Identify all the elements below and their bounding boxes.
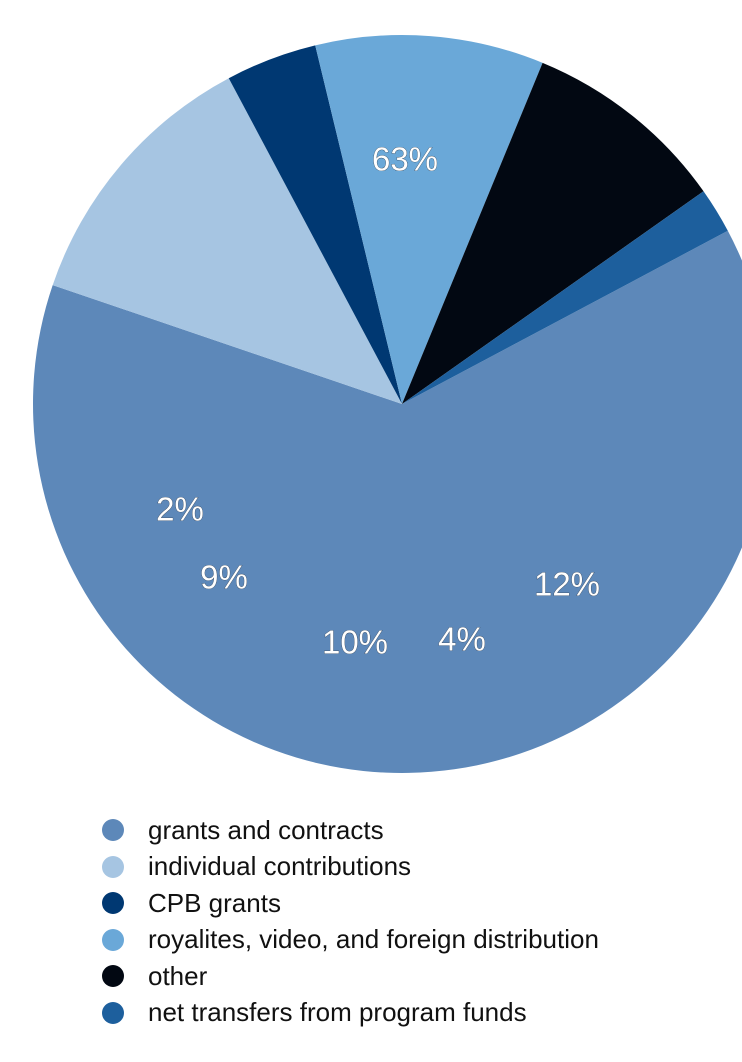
legend-item-individual-contributions: individual contributions — [102, 849, 599, 886]
legend-swatch — [102, 819, 124, 842]
legend-swatch — [102, 965, 124, 988]
slice-percent-label: 4% — [438, 621, 486, 658]
pie-chart: 63% 12% 4% 10% 9% 2% — [33, 35, 742, 773]
slice-percent-label: 10% — [322, 624, 388, 661]
legend-label: CPB grants — [148, 887, 281, 918]
legend: grants and contracts individual contribu… — [102, 812, 599, 1031]
legend-item-cpb-grants: CPB grants — [102, 885, 599, 922]
legend-swatch — [102, 928, 124, 951]
pie-slice-other — [402, 62, 704, 405]
legend-swatch — [102, 892, 124, 915]
slice-percent-label: 9% — [200, 559, 248, 596]
pie-labels: 63% 12% 4% 10% 9% 2% — [156, 140, 600, 661]
pie-slice-individual-contributions — [52, 78, 402, 404]
legend-item-net-transfers: net transfers from program funds — [102, 995, 599, 1032]
pie-slice-net-transfers-from-program-funds — [402, 191, 728, 404]
slice-percent-label: 63% — [372, 141, 438, 178]
legend-label: net transfers from program funds — [148, 997, 527, 1028]
legend-item-grants-and-contracts: grants and contracts — [102, 812, 599, 849]
pie-slice-royalites-video-and-foreign-distribution — [315, 35, 543, 404]
pie-slices — [33, 35, 742, 773]
legend-label: royalites, video, and foreign distributi… — [148, 924, 599, 955]
slice-percent-label: 12% — [534, 566, 600, 603]
legend-item-royalties: royalites, video, and foreign distributi… — [102, 922, 599, 959]
legend-label: other — [148, 960, 208, 991]
slice-percent-label: 2% — [156, 491, 204, 528]
legend-swatch — [102, 1001, 124, 1024]
legend-label: grants and contracts — [148, 814, 384, 845]
pie-slice-cpb-grants — [228, 45, 402, 404]
legend-label: individual contributions — [148, 851, 412, 882]
legend-swatch — [102, 855, 124, 878]
pie-slice-grants-and-contracts — [33, 230, 742, 773]
legend-item-other: other — [102, 958, 599, 995]
